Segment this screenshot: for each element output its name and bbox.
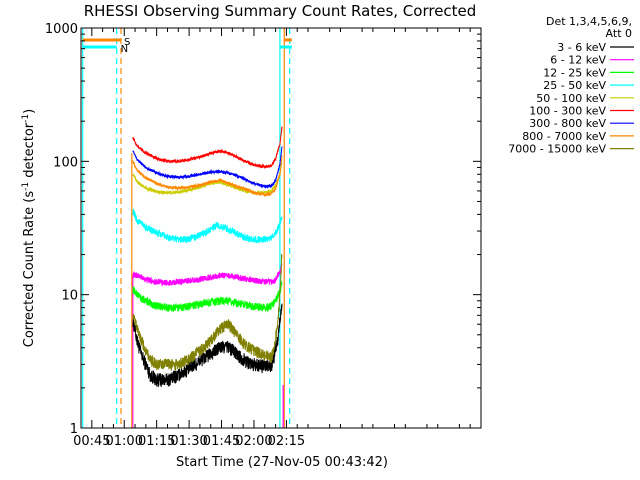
- x-tick-label: 02:15: [268, 434, 305, 449]
- legend-label: 800 - 7000 keV: [522, 130, 606, 143]
- night-marker-label: N: [121, 44, 128, 55]
- series-line: [132, 303, 283, 388]
- series-line: [132, 146, 283, 189]
- legend-label: 300 - 800 keV: [529, 117, 606, 130]
- legend-label: 100 - 300 keV: [529, 105, 606, 118]
- legend-label: 7000 - 15000 keV: [508, 143, 606, 156]
- y-tick-label: 1000: [45, 22, 78, 37]
- y-label-part-3: ): [22, 109, 37, 114]
- x-tick-label: 02:00: [235, 434, 272, 449]
- y-label-sup-2: -1: [21, 114, 31, 123]
- legend-label: 25 - 50 keV: [543, 79, 606, 92]
- y-label-part-1: Corrected Count Rate (s: [22, 191, 37, 348]
- plot-frame: [80, 27, 482, 429]
- series-line: [132, 126, 283, 169]
- x-tick-label: 01:45: [203, 434, 240, 449]
- series-line: [132, 207, 283, 244]
- series-line: [132, 263, 283, 287]
- x-axis-label: Start Time (27-Nov-05 00:43:42): [176, 455, 388, 470]
- series-line: [132, 280, 283, 313]
- legend-label: 50 - 100 keV: [536, 92, 606, 105]
- legend-label: 12 - 25 keV: [543, 66, 606, 79]
- series-line: [132, 155, 283, 198]
- legend-header-1: Det 1,3,4,5,6,9,: [546, 15, 632, 28]
- y-label-part-2: detector: [22, 122, 37, 182]
- x-tick-label: 01:00: [106, 434, 143, 449]
- legend-label: 3 - 6 keV: [557, 41, 606, 54]
- x-tick-label: 00:45: [73, 434, 110, 449]
- y-label-sup-1: -1: [21, 182, 31, 191]
- y-tick-label: 100: [53, 155, 78, 170]
- legend-label: 6 - 12 keV: [550, 54, 606, 67]
- observing-overlay: NS: [82, 28, 292, 428]
- y-tick-label: 10: [61, 289, 78, 304]
- y-axis: 1 10 100 1000: [45, 22, 481, 437]
- chart-title: RHESSI Observing Summary Count Rates, Co…: [84, 2, 477, 20]
- y-tick-label: 1: [70, 422, 78, 437]
- legend-header-2: Att 0: [606, 27, 632, 40]
- x-tick-label: 01:15: [138, 434, 175, 449]
- saa-marker-label: S: [124, 37, 130, 48]
- y-axis-label: Corrected Count Rate (s-1 detector-1): [21, 109, 37, 347]
- x-tick-label: 01:30: [170, 434, 207, 449]
- series-line: [132, 253, 283, 371]
- series-group: [132, 126, 283, 388]
